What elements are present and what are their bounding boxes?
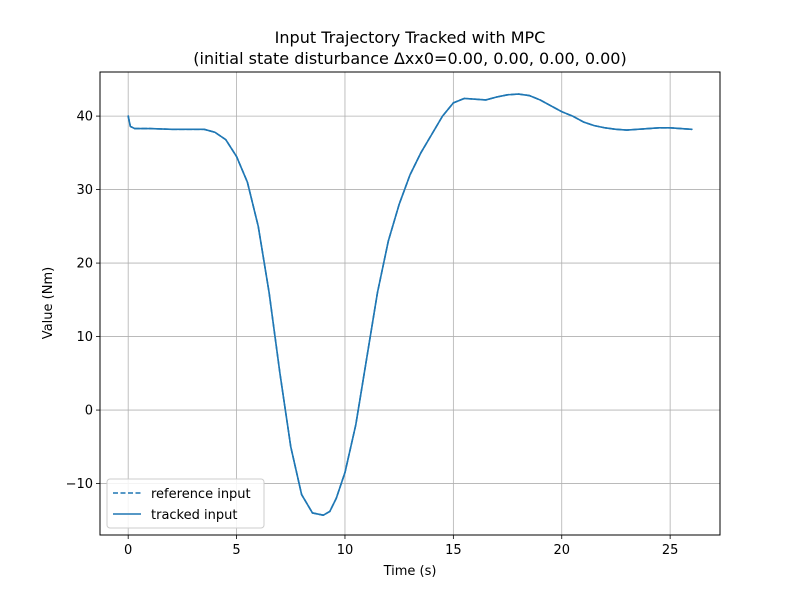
y-tick-label: −10 [66,477,93,492]
legend-label-tracked-input: tracked input [151,508,237,523]
legend-label-reference-input: reference input [151,487,251,502]
y-tick-label: 40 [76,110,93,125]
x-tick-label: 10 [337,543,354,558]
y-tick-label: 30 [76,183,93,198]
x-axis-label: Time (s) [383,564,437,579]
y-tick-label: 20 [76,257,93,272]
x-tick-label: 25 [662,543,679,558]
y-axis-label: Value (Nm) [41,267,56,339]
series-layer [127,93,693,516]
y-tick-label: 10 [76,330,93,345]
x-tick-label: 0 [124,543,132,558]
x-tick-label: 20 [553,543,570,558]
axis-ticks: 0 5 10 15 20 25 −10 0 10 20 30 40 [66,110,679,558]
legend: reference input tracked input [106,478,265,529]
chart-title: Input Trajectory Tracked with MPC [275,28,546,47]
x-tick-label: 15 [445,543,462,558]
legend-box [106,478,265,529]
grid-lines [100,72,720,535]
plot-frame [99,71,721,536]
y-tick-label: 0 [85,404,93,419]
x-tick-label: 5 [232,543,240,558]
series-line-tracked-input [127,93,693,516]
chart-subtitle: (initial state disturbance Δxx0=0.00, 0.… [193,49,626,68]
